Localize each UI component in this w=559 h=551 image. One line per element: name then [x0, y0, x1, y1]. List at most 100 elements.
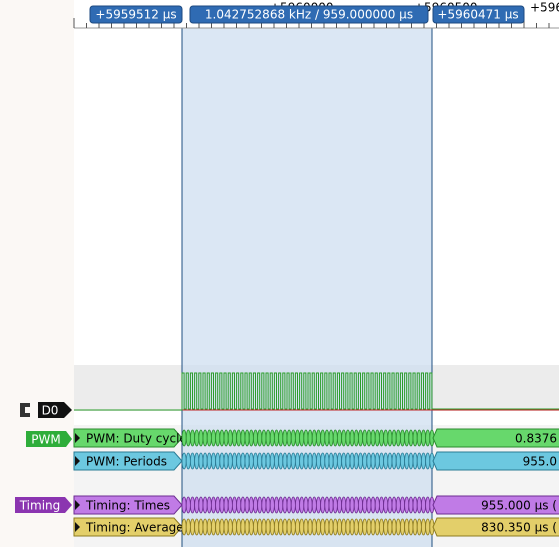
annotation: [278, 496, 284, 514]
value-box: [432, 517, 559, 537]
annotation: [181, 518, 187, 536]
annotation: [181, 429, 187, 447]
annotation: [206, 496, 212, 514]
row-arrow: [75, 500, 80, 510]
logic-trace: [74, 372, 559, 411]
row-arrow: [75, 433, 80, 443]
annotation: [383, 452, 389, 470]
annotation: [412, 518, 418, 536]
channel-label[interactable]: D0: [42, 404, 59, 418]
channel-tag[interactable]: [38, 402, 72, 418]
annotation: [395, 452, 401, 470]
annotation: [202, 496, 208, 514]
annotation: [404, 518, 410, 536]
annotation: [353, 496, 359, 514]
annotation: [391, 518, 397, 536]
annotation: [248, 518, 254, 536]
annotation: [387, 452, 393, 470]
row-value: 0.8376: [515, 432, 557, 446]
cursor-label-box[interactable]: [189, 5, 429, 24]
annotation: [307, 452, 313, 470]
annotation: [357, 496, 363, 514]
annotation: [252, 452, 258, 470]
annotation: [244, 452, 250, 470]
annotation: [353, 518, 359, 536]
cursor-label-box[interactable]: [432, 5, 525, 24]
annotation: [307, 518, 313, 536]
annotation: [328, 429, 334, 447]
decoder-label[interactable]: Timing: [19, 499, 61, 513]
annotation: [248, 429, 254, 447]
annotation: [273, 452, 279, 470]
annotation: [290, 496, 296, 514]
annotation: [357, 429, 363, 447]
annotation: [408, 429, 414, 447]
annotation: [240, 452, 246, 470]
annotation: [383, 518, 389, 536]
annotation: [387, 429, 393, 447]
annotation: [315, 518, 321, 536]
ruler-label: +596: [530, 1, 559, 15]
annotation: [244, 429, 250, 447]
annotation: [412, 496, 418, 514]
annotation: [198, 429, 204, 447]
annotation: [374, 452, 380, 470]
annotation: [282, 518, 288, 536]
annotation: [391, 429, 397, 447]
annotation: [194, 496, 200, 514]
annotation: [399, 496, 405, 514]
annotation: [374, 518, 380, 536]
annotation: [215, 429, 221, 447]
annotation: [198, 496, 204, 514]
annotation: [282, 429, 288, 447]
row-arrow: [75, 456, 80, 466]
annotation: [399, 429, 405, 447]
annotation: [408, 452, 414, 470]
annotation: [345, 518, 351, 536]
annotation: [362, 496, 368, 514]
annotation: [303, 518, 309, 536]
annotation: [416, 518, 422, 536]
annotation: [265, 429, 271, 447]
row-label: Timing: Averages: [85, 521, 190, 535]
annotation: [370, 429, 376, 447]
annotation: [206, 452, 212, 470]
annotation: [425, 452, 431, 470]
annotation: [378, 496, 384, 514]
decoder-tag[interactable]: [26, 431, 72, 447]
annotation: [416, 452, 422, 470]
cursor-label[interactable]: +5960471 µs: [437, 8, 518, 22]
annotation: [286, 429, 292, 447]
annotation: [286, 518, 292, 536]
annotation: [290, 518, 296, 536]
annotation: [257, 429, 263, 447]
annotation: [332, 429, 338, 447]
annotation: [210, 429, 216, 447]
cursor-label[interactable]: +5959512 µs: [95, 8, 176, 22]
annotation: [231, 452, 237, 470]
annotation: [248, 496, 254, 514]
annotation: [299, 429, 305, 447]
annotation: [257, 518, 263, 536]
annotation: [425, 429, 431, 447]
annotation: [366, 429, 372, 447]
decoder-tag[interactable]: [15, 497, 72, 513]
annotation: [311, 452, 317, 470]
annotation: [223, 452, 229, 470]
annotation: [425, 518, 431, 536]
annotation: [345, 452, 351, 470]
annotation: [357, 452, 363, 470]
annotation: [294, 429, 300, 447]
cursor-label[interactable]: 1.042752868 kHz / 959.000000 µs: [205, 8, 413, 22]
cursor-label-box[interactable]: [89, 5, 183, 24]
annotation: [420, 518, 426, 536]
annotation: [265, 496, 271, 514]
annotation: [332, 496, 338, 514]
annotation: [311, 496, 317, 514]
annotation: [366, 452, 372, 470]
annotation: [194, 518, 200, 536]
decoder-label[interactable]: PWM: [31, 433, 60, 447]
annotation: [231, 429, 237, 447]
annotation: [219, 429, 225, 447]
annotation: [269, 429, 275, 447]
